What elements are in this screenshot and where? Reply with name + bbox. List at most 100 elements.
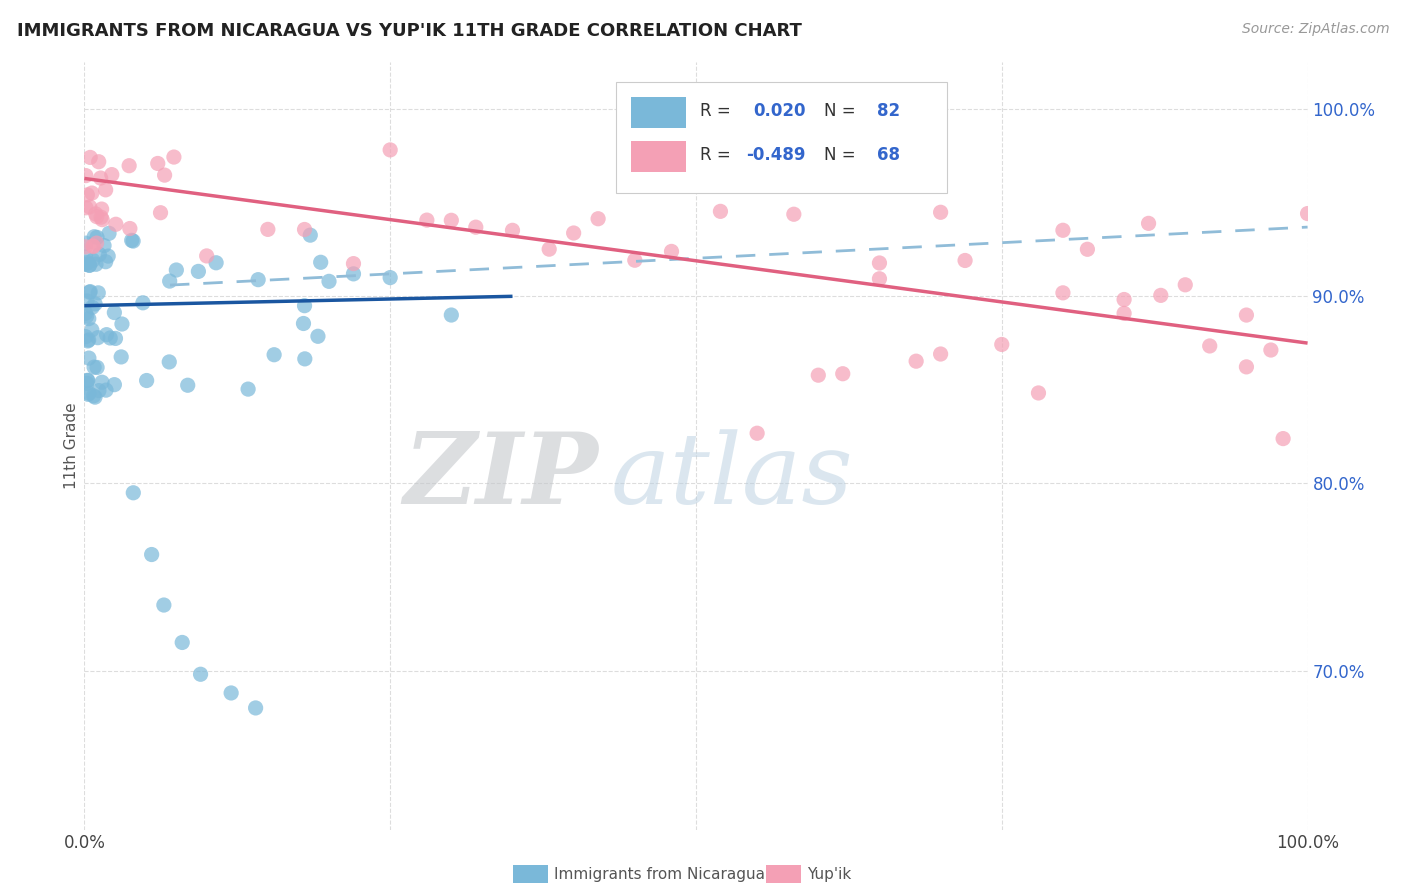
Point [205, 256, 228, 270]
Point [342, 257, 364, 271]
Point [101, 168, 124, 182]
Point [76, 334, 98, 348]
Text: 68: 68 [877, 146, 900, 164]
Point [380, 143, 402, 157]
Point [292, 317, 315, 331]
Point [440, 213, 463, 227]
Point [299, 228, 322, 243]
Point [75, 201, 97, 215]
Point [163, 150, 186, 164]
Point [90, 171, 112, 186]
Point [118, 159, 141, 173]
Point [104, 217, 127, 231]
Point [121, 233, 143, 247]
Point [172, 635, 194, 649]
Text: Immigrants from Nicaragua: Immigrants from Nicaragua [554, 867, 765, 881]
Text: Yup'ik: Yup'ik [807, 867, 851, 881]
Point [709, 204, 731, 219]
Point [111, 317, 134, 331]
Point [464, 220, 486, 235]
Point [685, 164, 707, 178]
Point [86, 236, 108, 251]
Text: IMMIGRANTS FROM NICARAGUA VS YUP'IK 11TH GRADE CORRELATION CHART: IMMIGRANTS FROM NICARAGUA VS YUP'IK 11TH… [17, 22, 801, 40]
Text: -0.489: -0.489 [747, 146, 806, 164]
Point [79, 285, 101, 299]
Point [84, 297, 107, 311]
Point [82, 300, 104, 314]
Point [76, 309, 98, 323]
Point [1052, 223, 1074, 237]
Point [87, 384, 110, 398]
Point [1198, 339, 1220, 353]
Point [747, 426, 769, 441]
Point [165, 263, 187, 277]
Point [75, 257, 97, 271]
Point [440, 308, 463, 322]
Point [307, 329, 329, 343]
Point [87, 331, 110, 345]
Point [135, 374, 157, 388]
Point [153, 168, 176, 182]
Point [79, 285, 101, 300]
Point [1174, 277, 1197, 292]
Point [76, 373, 98, 387]
Point [122, 485, 145, 500]
Point [1260, 343, 1282, 357]
Point [831, 367, 853, 381]
Text: Source: ZipAtlas.com: Source: ZipAtlas.com [1241, 22, 1389, 37]
Point [94, 254, 117, 268]
Point [195, 249, 218, 263]
Point [294, 351, 316, 366]
Point [141, 548, 163, 562]
Point [783, 207, 806, 221]
Point [77, 258, 100, 272]
Point [245, 701, 267, 715]
Y-axis label: 11th Grade: 11th Grade [63, 402, 79, 490]
Point [661, 244, 683, 259]
Point [118, 221, 141, 235]
Point [342, 267, 364, 281]
Point [77, 351, 100, 365]
Point [91, 212, 114, 227]
Point [83, 360, 105, 375]
Point [309, 255, 332, 269]
Point [86, 230, 108, 244]
Point [247, 273, 270, 287]
Point [89, 247, 111, 261]
Point [83, 389, 105, 403]
Text: 0.020: 0.020 [754, 102, 806, 120]
Point [84, 207, 107, 221]
Text: atlas: atlas [610, 429, 853, 524]
Bar [631, 97, 686, 128]
Text: N =: N = [824, 102, 856, 120]
Point [149, 205, 172, 219]
Point [1150, 288, 1173, 302]
Point [84, 257, 107, 271]
Point [110, 350, 132, 364]
Point [77, 387, 100, 401]
Point [416, 213, 439, 227]
Point [98, 227, 121, 241]
Point [76, 255, 98, 269]
Point [257, 222, 280, 236]
Point [87, 154, 110, 169]
Point [76, 188, 98, 202]
Point [153, 598, 176, 612]
Point [82, 253, 104, 268]
Point [77, 333, 100, 347]
Point [1114, 293, 1136, 307]
Text: N =: N = [824, 146, 856, 164]
Point [80, 323, 103, 337]
Point [1076, 242, 1098, 256]
Point [75, 240, 97, 254]
Point [82, 239, 104, 253]
Point [991, 337, 1014, 351]
Point [1236, 308, 1258, 322]
Point [294, 299, 316, 313]
Point [1272, 432, 1295, 446]
Point [1137, 216, 1160, 230]
Point [1028, 386, 1050, 401]
Point [98, 331, 121, 345]
Point [562, 226, 585, 240]
Point [94, 383, 117, 397]
